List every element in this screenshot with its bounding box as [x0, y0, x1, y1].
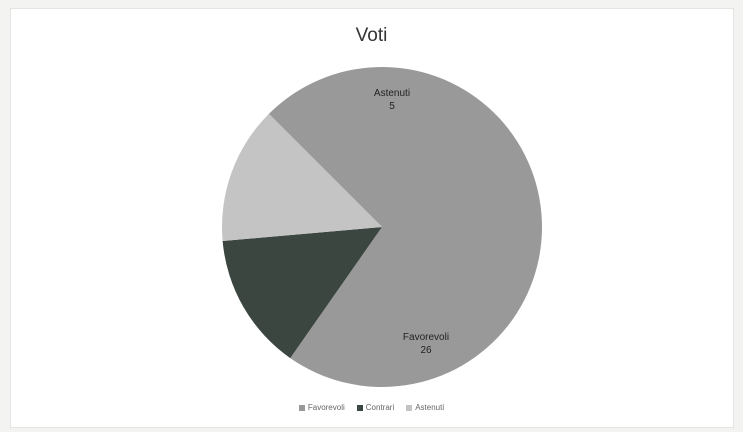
legend: Favorevoli Contrari Astenuti [0, 403, 743, 412]
legend-label-astenuti: Astenuti [415, 403, 445, 412]
legend-swatch-contrari [356, 404, 363, 411]
data-label-value-astenuti: 5 [389, 101, 395, 112]
legend-item-favorevoli: Favorevoli [298, 403, 345, 412]
legend-label-contrari: Contrari [365, 403, 395, 412]
data-label-value-favorevoli: 26 [420, 345, 432, 356]
pie-slice-favorevoli [268, 67, 542, 388]
data-label-category-favorevoli: Favorevoli [403, 332, 449, 343]
legend-swatch-favorevoli [298, 404, 305, 411]
chart-title: Voti [355, 25, 388, 46]
data-label-category-astenuti: Astenuti [374, 88, 410, 99]
pie-slice-contrari [222, 227, 382, 359]
legend-item-astenuti: Astenuti [406, 403, 444, 412]
legend-item-contrari: Contrari [356, 403, 395, 412]
legend-swatch-astenuti [406, 404, 413, 411]
pie-slice-astenuti [221, 113, 382, 241]
legend-label-favorevoli: Favorevoli [307, 403, 345, 412]
